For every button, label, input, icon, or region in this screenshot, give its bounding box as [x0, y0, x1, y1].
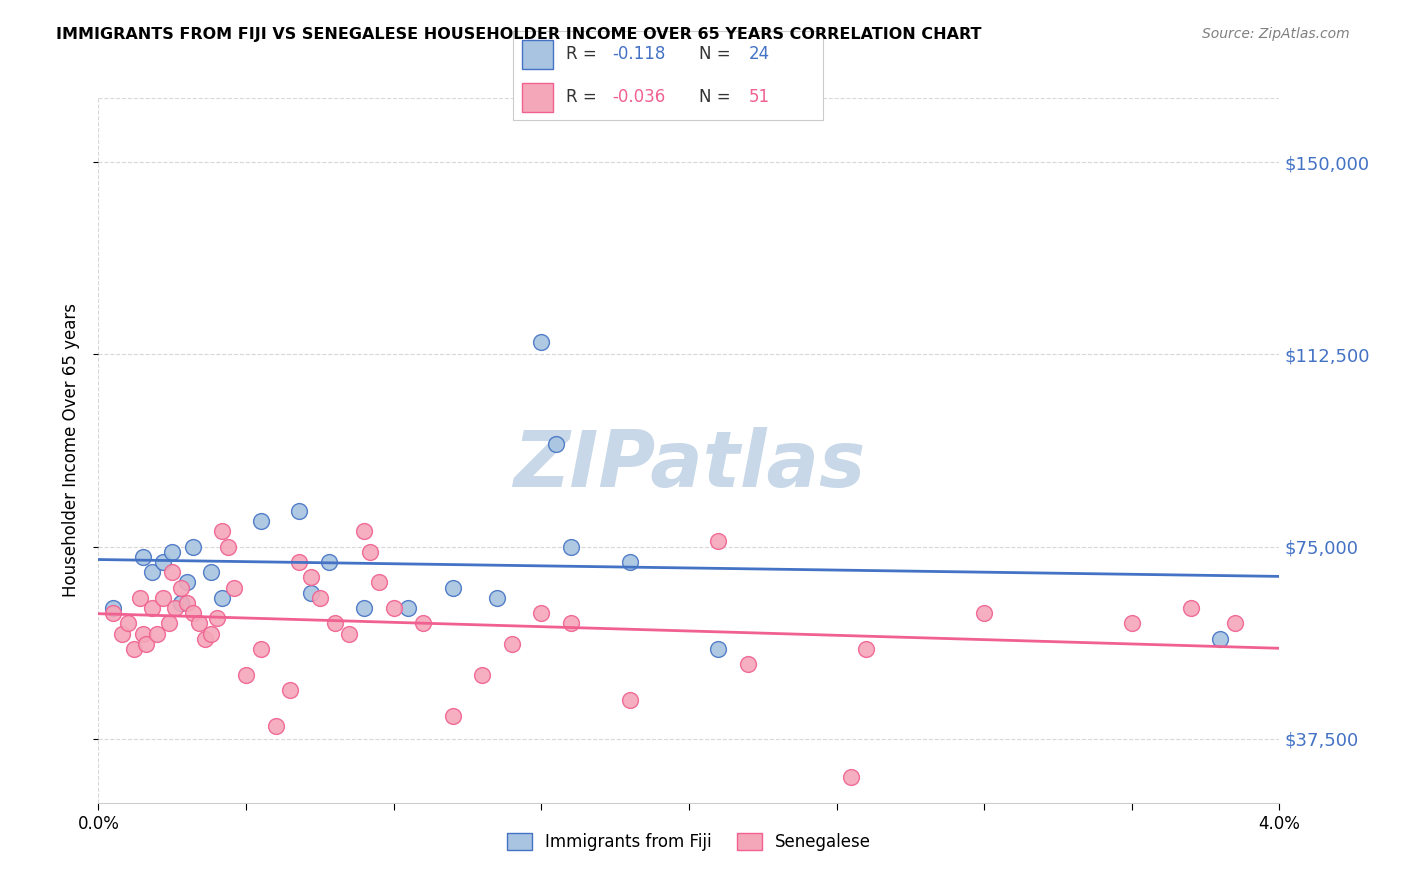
Text: Source: ZipAtlas.com: Source: ZipAtlas.com [1202, 27, 1350, 41]
Point [501, 637, 523, 651]
Point [288, 504, 311, 518]
Point [412, 616, 434, 631]
Point [530, 606, 553, 620]
Point [132, 549, 155, 564]
Point [353, 601, 375, 615]
Point [117, 616, 139, 631]
Text: 24: 24 [748, 45, 769, 63]
Point [200, 626, 222, 640]
Y-axis label: Householder Income Over 65 years: Householder Income Over 65 years [62, 303, 80, 598]
Point [152, 555, 174, 569]
Bar [523, 83, 554, 112]
Point [707, 534, 730, 549]
Point [299, 570, 322, 584]
Point [1225, 616, 1247, 631]
Point [441, 581, 464, 595]
Point [200, 565, 222, 579]
Point [280, 683, 302, 698]
Point [441, 708, 464, 723]
Point [353, 524, 375, 538]
Point [841, 770, 863, 784]
Point [382, 601, 405, 615]
Point [309, 591, 332, 605]
Point [530, 334, 553, 349]
Point [170, 596, 193, 610]
Point [194, 632, 217, 646]
Point [135, 637, 157, 651]
Point [211, 524, 233, 538]
Point [339, 626, 361, 640]
Text: R =: R = [565, 88, 596, 106]
Point [1180, 601, 1202, 615]
Point [973, 606, 995, 620]
Point [111, 626, 134, 640]
Point [122, 642, 145, 657]
Point [141, 565, 163, 579]
Point [162, 565, 183, 579]
Bar [523, 40, 554, 69]
Point [359, 544, 381, 558]
Point [299, 585, 322, 599]
Text: ZIPatlas: ZIPatlas [513, 426, 865, 502]
Point [323, 616, 346, 631]
Point [486, 591, 509, 605]
Point [152, 591, 174, 605]
Point [1121, 616, 1143, 631]
Point [250, 514, 273, 528]
Text: -0.036: -0.036 [612, 88, 665, 106]
Point [146, 626, 169, 640]
Point [165, 601, 187, 615]
Point [619, 555, 641, 569]
Text: IMMIGRANTS FROM FIJI VS SENEGALESE HOUSEHOLDER INCOME OVER 65 YEARS CORRELATION : IMMIGRANTS FROM FIJI VS SENEGALESE HOUSE… [56, 27, 981, 42]
Point [368, 575, 391, 590]
Point [128, 591, 150, 605]
Point [205, 611, 228, 625]
Point [181, 540, 204, 554]
Point [264, 719, 287, 733]
Point [103, 601, 125, 615]
Legend: Immigrants from Fiji, Senegalese: Immigrants from Fiji, Senegalese [501, 826, 877, 858]
Text: R =: R = [565, 45, 596, 63]
Point [235, 667, 257, 681]
Point [471, 667, 494, 681]
Point [707, 642, 730, 657]
Point [250, 642, 273, 657]
Point [224, 581, 246, 595]
Point [1209, 632, 1232, 646]
Point [398, 601, 420, 615]
Point [170, 581, 193, 595]
Point [187, 616, 209, 631]
Point [176, 575, 198, 590]
Text: N =: N = [699, 45, 730, 63]
Text: N =: N = [699, 88, 730, 106]
Point [546, 437, 568, 451]
Point [288, 555, 311, 569]
Text: -0.118: -0.118 [612, 45, 665, 63]
Point [157, 616, 180, 631]
Point [217, 540, 239, 554]
Point [318, 555, 340, 569]
Text: 51: 51 [748, 88, 769, 106]
Point [103, 606, 125, 620]
Point [560, 616, 582, 631]
Point [560, 540, 582, 554]
Point [211, 591, 233, 605]
Point [132, 626, 155, 640]
Point [619, 693, 641, 707]
Point [855, 642, 877, 657]
Point [162, 544, 183, 558]
Point [141, 601, 163, 615]
Point [737, 657, 759, 672]
Point [181, 606, 204, 620]
Point [176, 596, 198, 610]
